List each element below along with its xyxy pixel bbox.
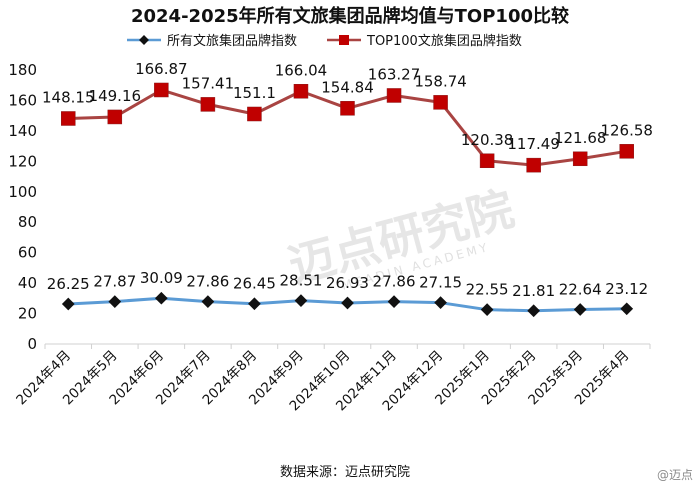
data-point-diamond <box>61 297 75 311</box>
data-point-square <box>526 157 541 173</box>
y-tick-label: 40 <box>18 274 37 292</box>
y-tick-label: 0 <box>27 335 37 353</box>
data-label: 157.41 <box>182 74 235 92</box>
data-point-diamond <box>248 297 261 311</box>
data-point-square <box>107 109 123 125</box>
data-point-diamond <box>480 303 494 317</box>
data-label: 154.84 <box>321 78 374 96</box>
y-tick-label: 80 <box>18 213 37 231</box>
legend-marker-square <box>339 35 349 45</box>
y-tick-label: 20 <box>18 305 37 323</box>
data-point-diamond <box>387 295 401 308</box>
data-point-square <box>479 153 495 169</box>
data-label: 27.86 <box>373 273 416 291</box>
data-label: 23.12 <box>605 280 648 298</box>
data-point-square <box>154 82 169 98</box>
data-point-square <box>433 95 448 110</box>
series-all: 26.25 27.87 30.09 27.86 26.45 28.51 26.93 27.86… <box>47 269 648 318</box>
data-point-square <box>200 97 216 112</box>
data-label: 27.87 <box>93 273 136 291</box>
y-tick-label: 120 <box>8 152 37 170</box>
data-point-diamond <box>108 295 122 308</box>
data-label: 21.81 <box>512 282 555 300</box>
legend-item-top100: TOP100文旅集团品牌指数 <box>327 33 522 49</box>
corner-watermark: @迈点 <box>657 468 693 482</box>
data-point-square <box>572 151 588 167</box>
data-label: 28.51 <box>279 272 322 290</box>
data-point-square <box>293 84 309 99</box>
data-label: 26.93 <box>326 274 369 292</box>
data-label: 120.38 <box>461 131 514 149</box>
data-point-diamond <box>341 296 354 310</box>
data-point-square <box>386 88 402 103</box>
data-label: 149.16 <box>89 87 142 105</box>
data-label: 121.68 <box>554 129 607 147</box>
y-tick-label: 160 <box>8 91 37 109</box>
data-label: 26.25 <box>47 275 90 293</box>
y-tick-label: 180 <box>8 61 37 79</box>
data-point-diamond <box>294 294 308 307</box>
data-label: 27.86 <box>186 273 229 291</box>
data-label: 158.74 <box>414 72 467 90</box>
legend-item-all: 所有文旅集团品牌指数 <box>127 33 297 49</box>
y-tick-label: 140 <box>8 122 37 140</box>
data-point-diamond <box>154 291 168 305</box>
data-point-diamond <box>620 302 634 316</box>
data-label: 30.09 <box>140 269 183 287</box>
data-point-square <box>61 111 76 126</box>
data-label: 166.87 <box>135 60 188 78</box>
data-label: 22.55 <box>466 281 509 299</box>
data-point-diamond <box>527 304 541 318</box>
data-point-diamond <box>573 303 587 316</box>
data-point-square <box>340 101 355 116</box>
legend-label-top100: TOP100文旅集团品牌指数 <box>366 33 522 49</box>
data-point-square <box>619 144 634 159</box>
data-point-diamond <box>434 296 447 310</box>
data-label: 26.45 <box>233 275 276 293</box>
y-tick-label: 60 <box>18 244 37 262</box>
source-text: 数据来源：迈点研究院 <box>280 465 410 480</box>
data-label: 27.15 <box>419 274 462 292</box>
data-label: 126.58 <box>600 121 653 139</box>
data-label: 163.27 <box>368 65 421 83</box>
data-label: 148.15 <box>42 88 95 106</box>
data-label: 117.49 <box>507 135 560 153</box>
legend: 所有文旅集团品牌指数 TOP100文旅集团品牌指数 <box>127 33 522 49</box>
data-label: 166.04 <box>275 61 328 79</box>
chart-title: 2024-2025年所有文旅集团品牌均值与TOP100比较 <box>131 5 569 27</box>
data-point-diamond <box>201 295 215 308</box>
y-tick-label: 100 <box>8 183 37 201</box>
data-label: 151.1 <box>233 84 276 102</box>
data-point-square <box>247 106 262 122</box>
data-label: 22.64 <box>559 281 602 299</box>
series-layer: 26.25 27.87 30.09 27.86 26.45 28.51 26.93 27.86… <box>42 60 653 318</box>
legend-marker-diamond <box>139 35 149 45</box>
legend-label-all: 所有文旅集团品牌指数 <box>167 33 297 49</box>
